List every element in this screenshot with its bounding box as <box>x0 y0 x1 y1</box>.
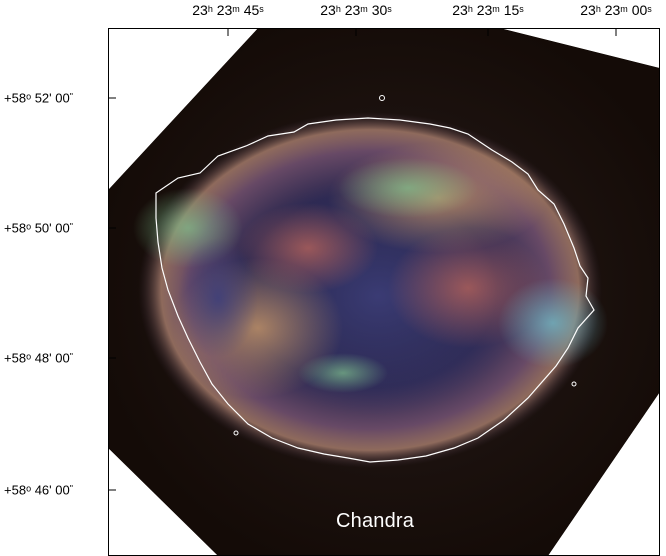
image-frame <box>108 28 660 556</box>
ra-tick-label-3: 23h 23m 15s <box>452 2 524 18</box>
dec-tick-label-1: +58o 52' 00" <box>4 90 73 106</box>
supernova-image <box>108 28 660 556</box>
telescope-caption: Chandra <box>336 510 415 532</box>
dec-tick-label-3: +58o 48' 00" <box>4 350 73 366</box>
ra-tick-label-4: 23h 23m 00s <box>580 2 652 18</box>
ra-tick-label-1: 23h 23m 45s <box>192 2 264 18</box>
ra-tick-label-2: 23h 23m 30s <box>320 2 392 18</box>
dec-tick-label-4: +58o 46' 00" <box>4 482 73 498</box>
dec-tick-label-2: +58o 50' 00" <box>4 220 73 236</box>
x-ray-contour <box>155 117 595 463</box>
